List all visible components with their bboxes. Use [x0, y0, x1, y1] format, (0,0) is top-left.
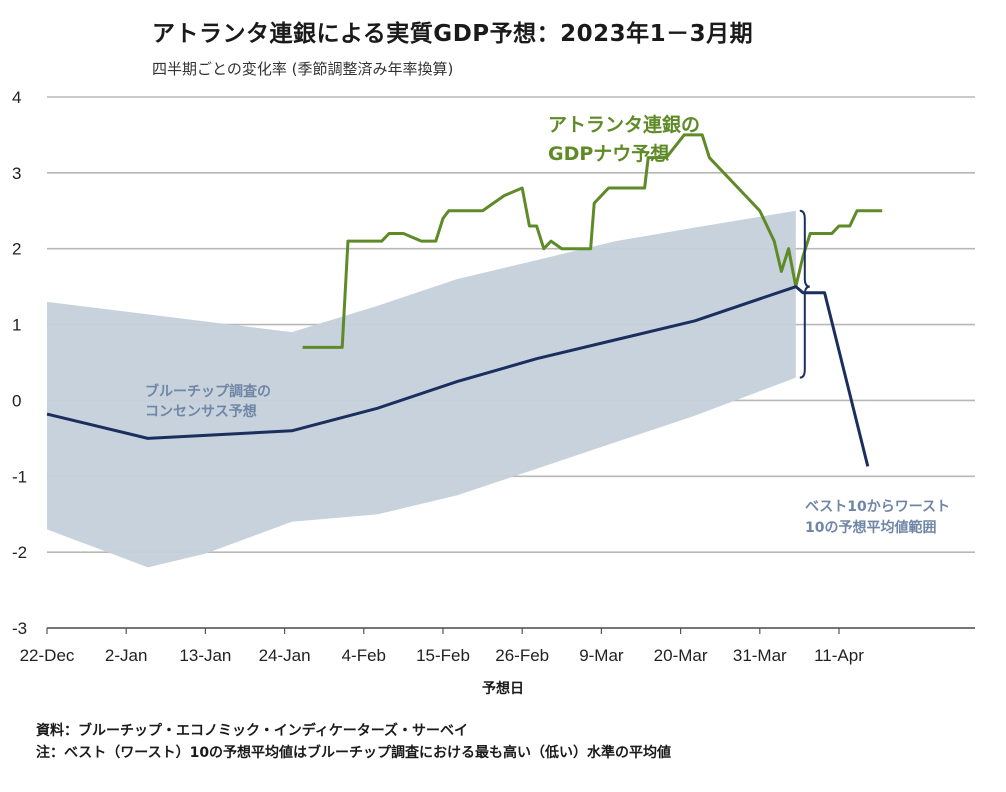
y-tick-label: -1: [12, 467, 27, 486]
range-brace: [799, 209, 810, 379]
gdpnow-line: [302, 133, 883, 349]
chart-plot: 4 3 2 1 0 -1 -2 -3 22-Dec 2-Jan 13-Jan 24-Jan 4-Feb 1…: [12, 88, 975, 665]
consensus-annotation: ブルーチップ調査の: [145, 383, 271, 400]
chart-subtitle: 四半期ごとの変化率 (季節調整済み年率換算): [152, 60, 454, 78]
gdpnow-annotation: アトランタ連銀の: [548, 113, 700, 136]
chart-title: アトランタ連銀による実質GDP予想：2023年1－3月期: [152, 21, 754, 47]
y-tick-label: -3: [12, 619, 27, 638]
y-tick-label: -2: [12, 543, 27, 562]
x-tick-label: 26-Feb: [495, 646, 549, 665]
y-tick-label: 4: [12, 88, 21, 107]
x-tick-label: 15-Feb: [416, 646, 470, 665]
range-annotation: ベスト10からワースト: [805, 499, 950, 515]
y-tick-label: 1: [12, 316, 21, 335]
consensus-line: [46, 285, 870, 467]
x-tick-label: 20-Mar: [654, 646, 708, 665]
source-note: 資料：ブルーチップ・エコノミック・インディケーターズ・サーベイ: [36, 723, 469, 739]
range-annotation: 10の予想平均値範囲: [805, 519, 936, 536]
x-tick-label: 11-Apr: [814, 646, 864, 665]
x-tick-label: 4-Feb: [342, 646, 386, 665]
footnotes: 資料：ブルーチップ・エコノミック・インディケーターズ・サーベイ 注：ベスト（ワー…: [36, 720, 671, 764]
x-axis-label: 予想日: [482, 681, 524, 697]
y-tick-label: 0: [12, 391, 21, 410]
definition-note: 注：ベスト（ワースト）10の予想平均値はブルーチップ調査における最も高い（低い）…: [36, 745, 672, 761]
y-tick-label: 2: [12, 240, 21, 259]
x-tick-label: 13-Jan: [179, 646, 231, 665]
x-tick-label: 31-Mar: [733, 646, 787, 665]
x-tick-label: 22-Dec: [20, 646, 75, 665]
x-tick-label: 24-Jan: [259, 646, 311, 665]
consensus-annotation: コンセンサス予想: [145, 403, 257, 420]
x-tick-label: 2-Jan: [105, 646, 148, 665]
x-tick-label: 9-Mar: [579, 646, 624, 665]
range-band: [47, 210, 796, 568]
gdpnow-annotation: GDPナウ予想: [548, 142, 669, 165]
y-tick-label: 3: [12, 164, 21, 183]
